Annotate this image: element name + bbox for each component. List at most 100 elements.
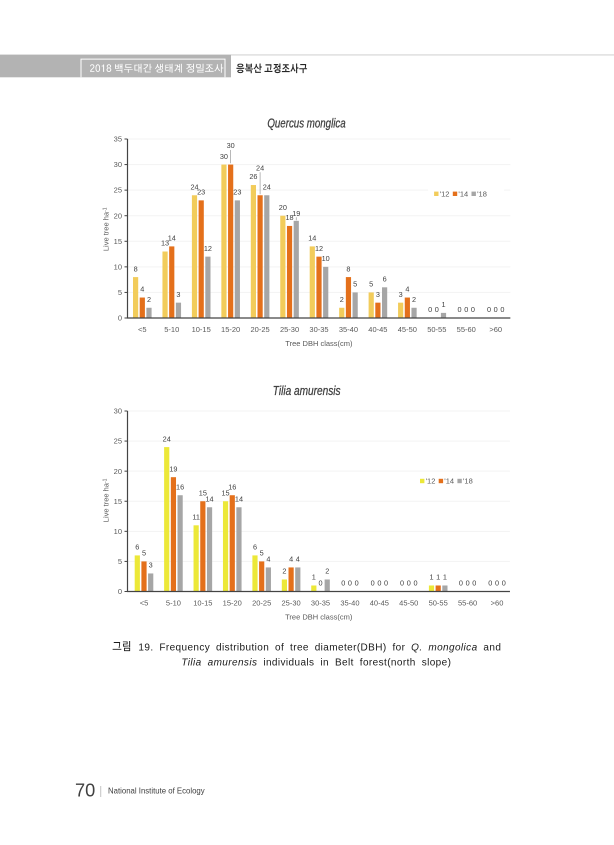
svg-text:'14: '14 bbox=[444, 477, 454, 486]
svg-text:0: 0 bbox=[413, 579, 417, 588]
svg-text:8: 8 bbox=[134, 264, 138, 273]
svg-text:3: 3 bbox=[149, 561, 153, 570]
svg-text:55-60: 55-60 bbox=[457, 325, 476, 334]
svg-text:5: 5 bbox=[142, 549, 146, 558]
svg-text:>60: >60 bbox=[489, 325, 502, 334]
svg-text:15: 15 bbox=[199, 488, 207, 497]
svg-text:4: 4 bbox=[405, 285, 409, 294]
svg-text:0: 0 bbox=[428, 305, 432, 314]
svg-text:30: 30 bbox=[114, 160, 122, 169]
svg-text:10: 10 bbox=[114, 262, 122, 271]
svg-text:45-50: 45-50 bbox=[398, 325, 417, 334]
svg-text:14: 14 bbox=[235, 494, 243, 503]
svg-text:20: 20 bbox=[114, 211, 122, 220]
svg-text:20: 20 bbox=[279, 203, 287, 212]
svg-text:26: 26 bbox=[249, 172, 257, 181]
svg-text:5: 5 bbox=[118, 288, 122, 297]
svg-text:25-30: 25-30 bbox=[280, 325, 299, 334]
svg-text:35: 35 bbox=[114, 135, 122, 144]
svg-text:1: 1 bbox=[429, 573, 433, 582]
svg-text:1: 1 bbox=[441, 300, 445, 309]
svg-text:0: 0 bbox=[371, 579, 375, 588]
svg-text:0: 0 bbox=[471, 305, 475, 314]
svg-text:14: 14 bbox=[168, 234, 176, 243]
svg-text:30: 30 bbox=[220, 152, 228, 161]
svg-text:0: 0 bbox=[355, 579, 359, 588]
svg-text:30: 30 bbox=[114, 407, 122, 416]
svg-text:5: 5 bbox=[260, 549, 264, 558]
svg-text:0: 0 bbox=[500, 305, 504, 314]
svg-text:25: 25 bbox=[114, 437, 122, 446]
svg-text:5: 5 bbox=[353, 280, 357, 289]
svg-text:0: 0 bbox=[341, 579, 345, 588]
svg-text:5-10: 5-10 bbox=[166, 599, 181, 608]
svg-text:25: 25 bbox=[114, 186, 122, 195]
svg-text:0: 0 bbox=[118, 587, 122, 596]
svg-text:24: 24 bbox=[190, 182, 198, 191]
svg-text:0: 0 bbox=[495, 579, 499, 588]
svg-text:0: 0 bbox=[466, 579, 470, 588]
svg-text:50-55: 50-55 bbox=[429, 599, 448, 608]
svg-text:10: 10 bbox=[322, 254, 330, 263]
svg-text:20-25: 20-25 bbox=[252, 599, 271, 608]
svg-text:70: 70 bbox=[75, 780, 95, 800]
svg-text:23: 23 bbox=[233, 188, 241, 197]
svg-text:35-40: 35-40 bbox=[340, 599, 359, 608]
svg-text:0: 0 bbox=[494, 305, 498, 314]
svg-text:0: 0 bbox=[487, 305, 491, 314]
svg-text:23: 23 bbox=[197, 188, 205, 197]
svg-text:>60: >60 bbox=[491, 599, 504, 608]
svg-text:Live tree ha-1: Live tree ha-1 bbox=[102, 478, 111, 522]
svg-text:1: 1 bbox=[436, 573, 440, 582]
svg-text:10-15: 10-15 bbox=[193, 599, 212, 608]
svg-text:19. Frequency distribution of: 19. Frequency distribution of tree diame… bbox=[138, 642, 501, 653]
svg-text:'12: '12 bbox=[440, 190, 450, 199]
svg-text:<5: <5 bbox=[140, 599, 149, 608]
svg-text:0: 0 bbox=[384, 579, 388, 588]
svg-text:5-10: 5-10 bbox=[164, 325, 179, 334]
svg-text:Tree DBH class(cm): Tree DBH class(cm) bbox=[285, 613, 353, 622]
svg-text:0: 0 bbox=[407, 579, 411, 588]
svg-text:0: 0 bbox=[459, 579, 463, 588]
svg-text:50-55: 50-55 bbox=[427, 325, 446, 334]
svg-text:12: 12 bbox=[204, 244, 212, 253]
svg-text:3: 3 bbox=[376, 290, 380, 299]
svg-text:4: 4 bbox=[266, 555, 270, 564]
svg-text:15-20: 15-20 bbox=[221, 325, 240, 334]
svg-text:1: 1 bbox=[312, 573, 316, 582]
svg-text:30: 30 bbox=[227, 141, 235, 150]
svg-text:15: 15 bbox=[221, 488, 229, 497]
svg-text:14: 14 bbox=[205, 494, 213, 503]
svg-text:National Institute of Ecology: National Institute of Ecology bbox=[108, 787, 205, 796]
svg-text:4: 4 bbox=[140, 285, 144, 294]
svg-text:40-45: 40-45 bbox=[368, 325, 387, 334]
svg-text:16: 16 bbox=[176, 482, 184, 491]
svg-text:24: 24 bbox=[256, 164, 264, 173]
svg-text:6: 6 bbox=[383, 275, 387, 284]
svg-text:5: 5 bbox=[118, 557, 122, 566]
svg-text:30-35: 30-35 bbox=[309, 325, 328, 334]
svg-text:2: 2 bbox=[412, 295, 416, 304]
svg-text:3: 3 bbox=[399, 290, 403, 299]
svg-text:35-40: 35-40 bbox=[339, 325, 358, 334]
svg-text:40-45: 40-45 bbox=[370, 599, 389, 608]
svg-text:'14: '14 bbox=[458, 190, 468, 199]
svg-text:6: 6 bbox=[135, 543, 139, 552]
svg-text:'18: '18 bbox=[477, 190, 487, 199]
svg-text:30-35: 30-35 bbox=[311, 599, 330, 608]
svg-text:24: 24 bbox=[163, 434, 171, 443]
svg-text:<5: <5 bbox=[138, 325, 147, 334]
svg-text:'18: '18 bbox=[463, 477, 473, 486]
svg-text:16: 16 bbox=[228, 482, 236, 491]
svg-text:Tree DBH class(cm): Tree DBH class(cm) bbox=[285, 339, 353, 348]
svg-text:1: 1 bbox=[443, 573, 447, 582]
svg-text:13: 13 bbox=[161, 239, 169, 248]
svg-text:2: 2 bbox=[325, 567, 329, 576]
svg-text:0: 0 bbox=[435, 305, 439, 314]
svg-text:2: 2 bbox=[282, 567, 286, 576]
svg-text:0: 0 bbox=[318, 579, 322, 588]
svg-text:18: 18 bbox=[285, 213, 293, 222]
svg-text:0: 0 bbox=[118, 314, 122, 323]
svg-text:6: 6 bbox=[253, 543, 257, 552]
svg-text:0: 0 bbox=[464, 305, 468, 314]
